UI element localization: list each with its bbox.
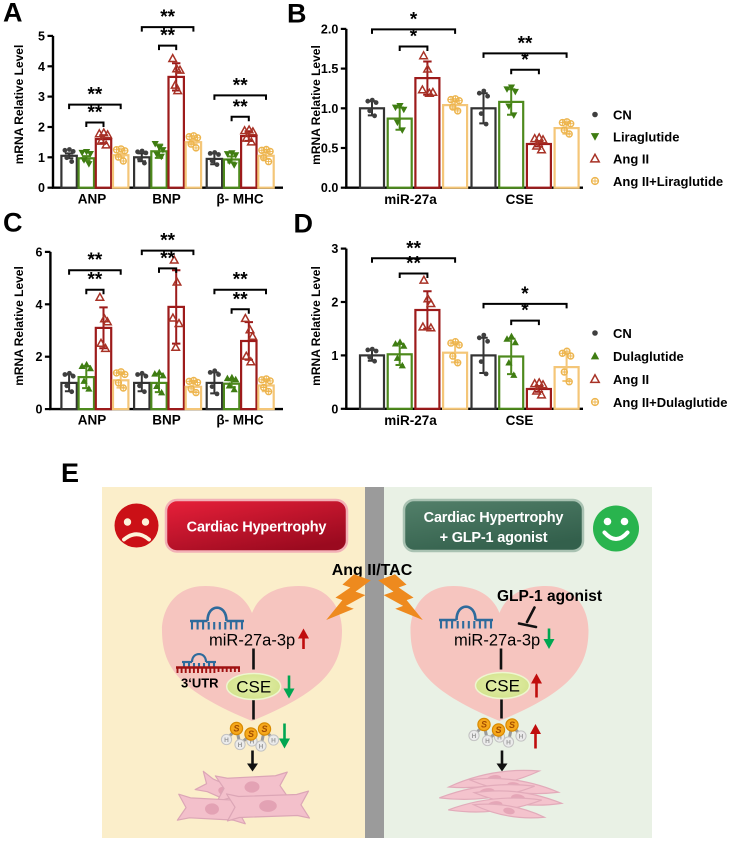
svg-text:Ang II/TAC: Ang II/TAC [332,562,413,579]
svg-text:+ GLP-1 agonist: + GLP-1 agonist [440,530,548,546]
svg-text:**: ** [406,238,421,259]
svg-text:β- MHC: β- MHC [216,413,263,428]
svg-text:ANP: ANP [78,192,107,207]
svg-text:**: ** [88,250,103,271]
svg-text:Cardiac Hypertrophy: Cardiac Hypertrophy [424,510,564,526]
svg-text:*: * [521,284,529,305]
svg-text:0.0: 0.0 [321,181,338,195]
svg-text:**: ** [88,85,103,106]
svg-text:mRNA Relative Level: mRNA Relative Level [12,266,26,386]
svg-text:CN: CN [613,108,632,123]
svg-text:*: * [410,9,418,30]
svg-text:CSE: CSE [506,413,534,428]
svg-text:mRNA Relative Level: mRNA Relative Level [309,266,323,386]
svg-text:miR-27a: miR-27a [384,413,437,428]
svg-text:miR-27a-3p: miR-27a-3p [454,632,540,650]
svg-text:Ang II: Ang II [613,152,649,167]
svg-text:*: * [410,27,418,48]
svg-text:3‘UTR: 3‘UTR [181,676,219,691]
svg-text:1: 1 [38,151,45,165]
svg-text:2.0: 2.0 [321,22,338,36]
svg-text:H: H [497,734,502,741]
svg-text:CSE: CSE [485,677,520,696]
svg-text:**: ** [406,254,421,275]
svg-text:GLP-1 agonist: GLP-1 agonist [497,588,602,605]
svg-text:Ang II+Liraglutide: Ang II+Liraglutide [613,174,723,189]
svg-text:**: ** [233,97,248,118]
svg-text:H: H [259,743,264,750]
svg-text:1: 1 [331,349,338,363]
svg-text:A: A [3,0,23,28]
svg-text:H: H [271,737,276,744]
svg-text:3: 3 [38,90,45,104]
svg-text:3: 3 [331,242,338,256]
svg-text:CN: CN [613,326,632,341]
svg-text:CSE: CSE [506,192,534,207]
svg-text:Ang II+Dulaglutide: Ang II+Dulaglutide [613,395,727,410]
svg-text:H: H [472,733,477,740]
svg-text:**: ** [160,26,175,47]
svg-text:4: 4 [35,298,42,312]
svg-text:BNP: BNP [152,413,181,428]
svg-text:0.5: 0.5 [321,142,338,156]
svg-text:6: 6 [35,245,42,259]
svg-text:**: ** [518,33,533,54]
svg-text:1.0: 1.0 [321,102,338,116]
svg-text:S: S [481,720,487,730]
svg-text:E: E [61,458,79,488]
svg-text:S: S [248,729,254,739]
svg-text:**: ** [233,289,248,310]
svg-text:2: 2 [331,296,338,310]
svg-text:B: B [287,0,307,29]
svg-text:S: S [233,724,239,734]
svg-text:*: * [521,50,529,71]
svg-text:miR-27a: miR-27a [384,192,437,207]
svg-text:0: 0 [35,403,42,417]
svg-text:**: ** [160,231,175,252]
svg-text:**: ** [88,103,103,124]
svg-text:BNP: BNP [152,192,181,207]
svg-text:**: ** [160,7,175,28]
svg-text:CSE: CSE [236,678,271,697]
svg-text:mRNA Relative Level: mRNA Relative Level [309,45,323,165]
svg-text:**: ** [160,248,175,269]
svg-text:H: H [224,737,229,744]
svg-text:Dulaglutide: Dulaglutide [613,349,684,364]
svg-text:0: 0 [38,181,45,195]
svg-text:ANP: ANP [78,413,107,428]
svg-text:S: S [509,720,515,730]
svg-text:0: 0 [331,402,338,416]
svg-text:Liraglutide: Liraglutide [613,130,679,145]
svg-text:5: 5 [38,29,45,43]
svg-text:miR-27a-3p: miR-27a-3p [209,632,295,650]
svg-text:mRNA Relative Level: mRNA Relative Level [12,45,26,165]
svg-text:S: S [261,724,267,734]
svg-text:H: H [250,738,255,745]
svg-text:H: H [485,738,490,745]
svg-text:**: ** [233,75,248,96]
svg-text:D: D [294,209,314,239]
svg-text:Cardiac Hypertrophy: Cardiac Hypertrophy [187,520,327,536]
svg-text:*: * [521,301,529,322]
svg-text:β- MHC: β- MHC [216,192,263,207]
svg-text:Ang II: Ang II [613,372,649,387]
svg-text:1.5: 1.5 [321,62,338,76]
svg-text:C: C [3,208,23,238]
svg-text:H: H [238,742,243,749]
svg-text:S: S [495,725,501,735]
svg-text:4: 4 [38,60,45,74]
svg-text:2: 2 [38,121,45,135]
svg-text:H: H [506,739,511,746]
svg-text:H: H [519,733,524,740]
svg-text:**: ** [233,270,248,291]
svg-text:2: 2 [35,350,42,364]
svg-text:**: ** [88,270,103,291]
